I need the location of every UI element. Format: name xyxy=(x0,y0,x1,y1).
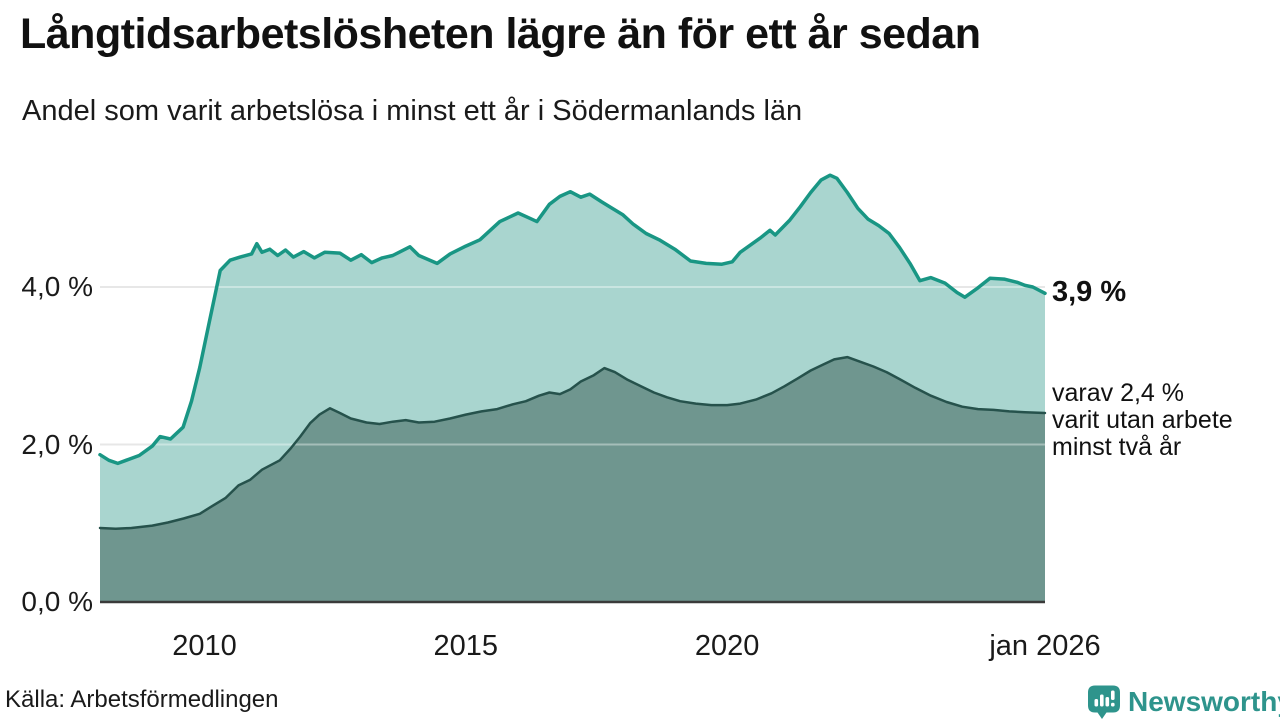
y-axis-label: 4,0 % xyxy=(21,271,93,302)
page-title: Långtidsarbetslösheten lägre än för ett … xyxy=(20,10,981,58)
source-credit: Källa: Arbetsförmedlingen xyxy=(5,686,279,713)
y-axis-label: 0,0 % xyxy=(21,586,93,617)
x-axis-label: 2010 xyxy=(172,630,237,662)
annotation-line: varit utan arbete xyxy=(1052,406,1233,434)
x-axis-label: 2020 xyxy=(694,630,760,662)
x-axis-label: jan 2026 xyxy=(989,630,1101,662)
newsworthy-logo-icon xyxy=(1088,685,1120,719)
brand-name: Newsworthy xyxy=(1128,686,1280,717)
annotation-line: varav 2,4 % xyxy=(1052,379,1185,407)
series1-end-value: 3,9 % xyxy=(1052,276,1127,308)
series2-annotation: varav 2,4 % varit utan arbete minst två … xyxy=(1052,380,1233,461)
area-series-2 xyxy=(100,357,1045,602)
chart-subtitle: Andel som varit arbetslösa i minst ett å… xyxy=(22,95,803,127)
line-series-2 xyxy=(98,355,1047,531)
line-series-1 xyxy=(98,173,1047,466)
x-axis-label: 2015 xyxy=(433,630,499,662)
annotation-line: minst två år xyxy=(1052,433,1182,461)
brand-logo: Newsworthy xyxy=(1086,684,1280,720)
y-axis-label: 2,0 % xyxy=(21,428,93,460)
